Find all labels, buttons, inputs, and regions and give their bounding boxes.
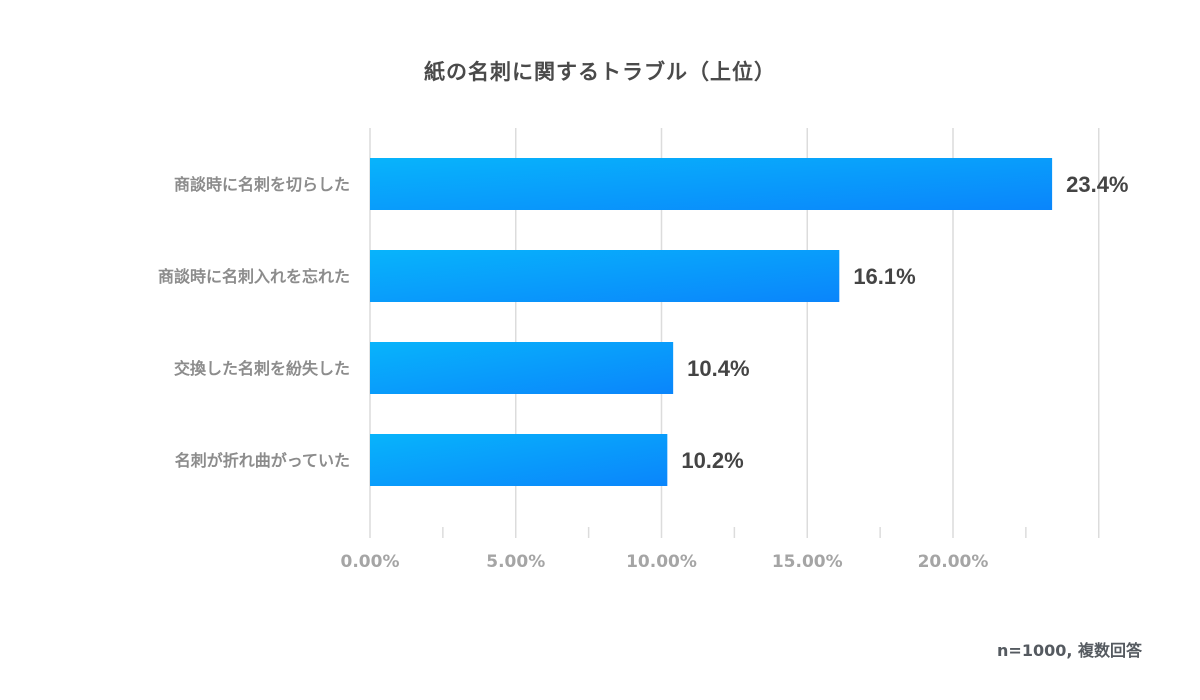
category-label: 商談時に名刺を切らした xyxy=(174,175,350,194)
x-tick-label: 0.00% xyxy=(341,552,400,572)
data-label: 16.1% xyxy=(853,264,915,289)
data-label: 23.4% xyxy=(1066,172,1128,197)
chart-title: 紙の名刺に関するトラブル（上位） xyxy=(424,60,776,84)
bar xyxy=(370,434,668,486)
sample-note: n=1000, 複数回答 xyxy=(997,641,1142,660)
x-tick-label: 20.00% xyxy=(918,552,989,572)
bar xyxy=(370,250,840,302)
bar xyxy=(370,158,1053,210)
category-label: 商談時に名刺入れを忘れた xyxy=(158,267,350,286)
data-label: 10.2% xyxy=(681,448,743,473)
category-label: 交換した名刺を紛失した xyxy=(174,359,350,378)
data-label: 10.4% xyxy=(687,356,749,381)
bar xyxy=(370,342,674,394)
x-tick-label: 10.00% xyxy=(626,552,697,572)
x-tick-label: 15.00% xyxy=(772,552,843,572)
x-tick-label: 5.00% xyxy=(486,552,545,572)
category-label: 名刺が折れ曲がっていた xyxy=(175,451,350,470)
